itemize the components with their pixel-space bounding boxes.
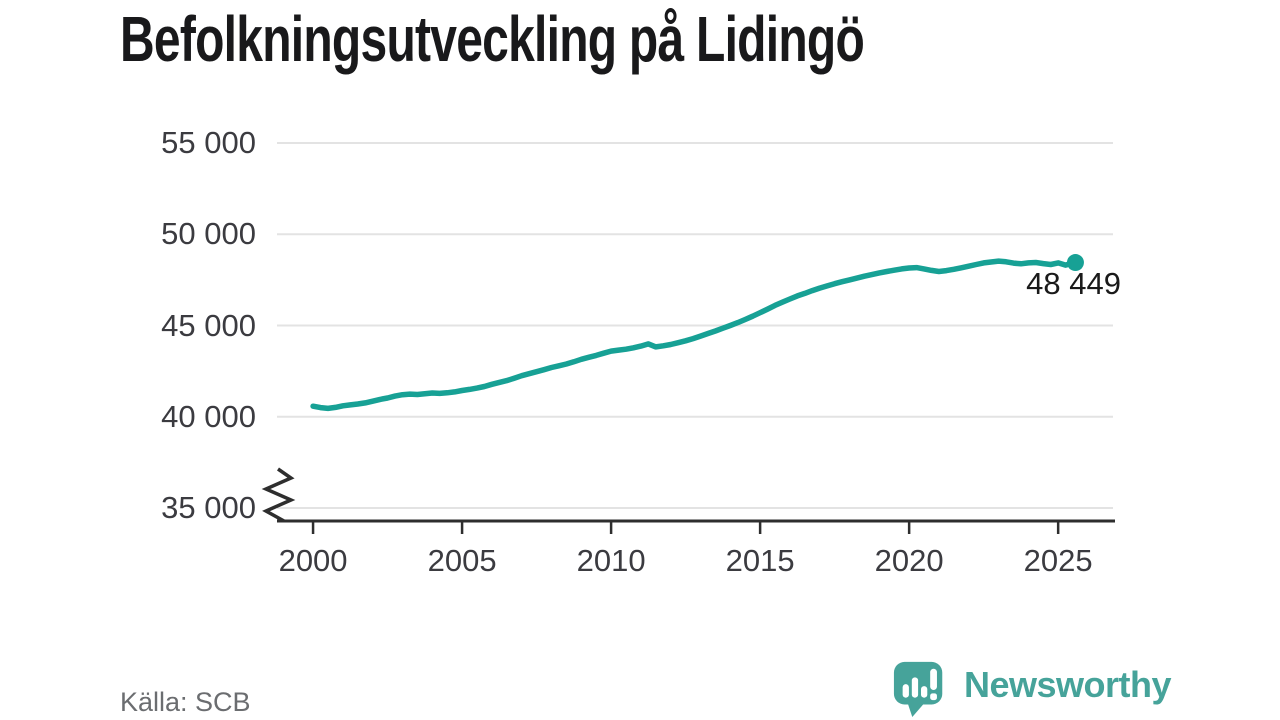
last-value-label: 48 449 — [1026, 266, 1121, 301]
x-tick-label: 2000 — [278, 543, 348, 578]
y-tick-label: 55 000 — [161, 125, 256, 160]
x-tick-label: 2025 — [1023, 543, 1093, 578]
brand-wordmark: Newsworthy — [964, 664, 1172, 705]
newsworthy-logo: Newsworthy — [892, 660, 1172, 718]
series-end-dot — [1066, 254, 1084, 272]
source-note: Källa: SCB — [120, 687, 251, 717]
y-tick-label: 45 000 — [161, 307, 256, 343]
x-tick-label: 2020 — [874, 543, 944, 578]
x-tick-label: 2005 — [427, 543, 497, 578]
x-tick-label: 2010 — [576, 543, 646, 578]
y-tick-label: 35 000 — [161, 490, 256, 525]
population-series-line — [310, 258, 1079, 412]
x-tick-label: 2015 — [725, 543, 795, 578]
y-tick-label: 50 000 — [161, 216, 256, 252]
axis-break-icon — [261, 467, 296, 523]
y-tick-label: 40 000 — [161, 398, 256, 434]
speech-bubble-bar-chart-icon — [893, 661, 943, 718]
page-title: Befolkningsutveckling på Lidingö — [120, 3, 865, 75]
